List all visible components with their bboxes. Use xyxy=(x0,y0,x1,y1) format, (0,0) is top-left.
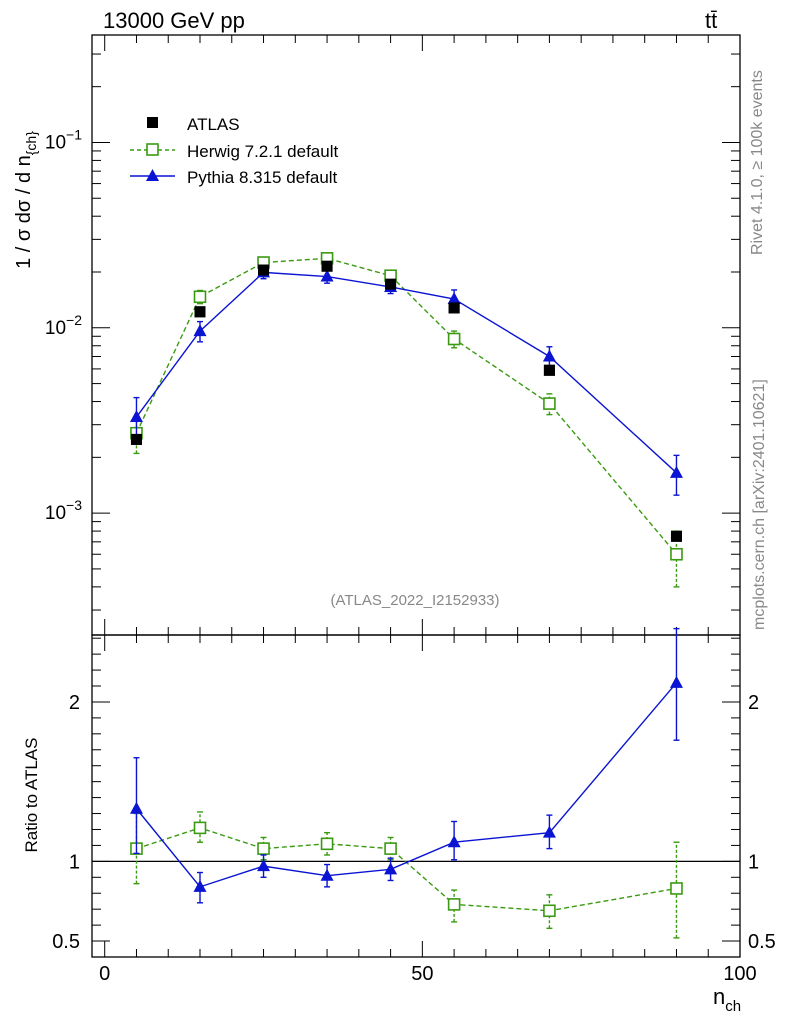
main-atlas-point-top xyxy=(321,260,333,272)
main-herwig-point xyxy=(543,397,556,410)
ratio-pythia-point xyxy=(669,675,683,688)
x-tick-label: 0 xyxy=(99,963,110,985)
main-herwig-point xyxy=(447,332,461,346)
ratio-axis-ticks: 2 2 1 1 0.5 0.5 0 50 100 xyxy=(52,635,776,985)
ratio-y-tick-label-left: 0.5 xyxy=(52,931,80,953)
main-pythia-point xyxy=(542,349,556,362)
main-pythia-line xyxy=(135,271,677,474)
main-atlas-point-top xyxy=(130,433,142,445)
legend: ATLAS Herwig 7.2.1 default Pythia 8.315 … xyxy=(130,115,338,187)
x-tick-label: 50 xyxy=(411,963,433,985)
ratio-herwig-point xyxy=(193,821,207,835)
ratio-pythia-point xyxy=(129,801,143,814)
ratio-pythia-point xyxy=(384,862,398,875)
ratio-ylabel: Ratio to ATLAS xyxy=(22,738,41,853)
svg-text:1 / σ dσ / d n{ch}: 1 / σ dσ / d n{ch} xyxy=(13,131,39,269)
main-atlas-point-top xyxy=(670,530,682,542)
ratio-herwig-point xyxy=(543,904,556,918)
legend-atlas-label: ATLAS xyxy=(187,115,240,134)
ratio-y-tick-label-left: 2 xyxy=(69,692,80,714)
main-pythia-point xyxy=(129,410,143,423)
main-atlas-point-top xyxy=(194,306,206,318)
ratio-pythia-point xyxy=(542,825,556,838)
rivet-label: Rivet 4.1.0, ≥ 100k events xyxy=(749,70,766,255)
ratio-y-tick-label-left: 1 xyxy=(69,851,80,873)
ratio-panel-frame xyxy=(91,634,741,958)
ratio-herwig-point xyxy=(447,898,461,911)
main-atlas-point-top xyxy=(385,278,397,290)
main-pythia-point xyxy=(320,269,334,282)
ratio-herwig-point xyxy=(384,842,397,855)
legend-herwig-marker xyxy=(146,143,159,156)
main-ylabel: 1 / σ dσ / d n{ch} xyxy=(13,131,39,269)
main-herwig-point xyxy=(193,290,207,304)
analysis-id: (ATLAS_2022_I2152933) xyxy=(330,592,499,609)
process-label: tt̄ xyxy=(705,8,717,33)
ratio-y-tick-label-right: 1 xyxy=(748,851,759,873)
main-pythia-point xyxy=(669,465,683,478)
ratio-herwig-point xyxy=(670,882,683,895)
x-axis-label: nch xyxy=(713,984,741,1015)
main-axis-ticks: 10−1 10−2 10−3 xyxy=(45,35,741,635)
main-y-tick-label: 10−3 xyxy=(45,497,82,524)
energy-label: 13000 GeV pp xyxy=(103,8,245,33)
ratio-y-tick-label-right: 0.5 xyxy=(748,931,776,953)
main-ylabel-sub: {ch} xyxy=(23,131,39,155)
main-atlas-point-top xyxy=(448,302,460,314)
source-label: mcplots.cern.ch [arXiv:2401.10621] xyxy=(751,379,768,630)
ratio-pythia-point xyxy=(320,868,334,881)
ratio-herwig-line xyxy=(136,827,677,912)
ratio-pythia-point xyxy=(193,879,207,892)
main-y-tick-label: 10−1 xyxy=(45,126,82,153)
x-axis-label-sub: ch xyxy=(725,998,741,1015)
legend-atlas-marker xyxy=(147,117,158,128)
main-plot-area xyxy=(129,252,683,588)
legend-herwig-label: Herwig 7.2.1 default xyxy=(187,142,338,161)
main-y-tick-label: 10−2 xyxy=(45,312,82,339)
ratio-pythia-line xyxy=(135,682,678,888)
x-axis-label-text: n xyxy=(713,984,725,1009)
ratio-pythia-point xyxy=(257,859,271,872)
x-tick-label: 100 xyxy=(723,963,756,985)
main-pythia-point xyxy=(193,324,207,337)
ratio-pythia-point xyxy=(447,835,461,848)
ratio-y-tick-label-right: 2 xyxy=(748,692,759,714)
ratio-plot-area xyxy=(129,627,683,939)
main-atlas-point-top xyxy=(543,364,555,376)
main-atlas-point-top xyxy=(258,264,270,276)
legend-pythia-label: Pythia 8.315 default xyxy=(187,168,338,187)
legend-pythia-marker xyxy=(146,169,159,181)
main-herwig-point xyxy=(670,547,683,561)
main-pythia-point xyxy=(447,292,461,305)
main-ylabel-text: 1 / σ dσ / d n xyxy=(13,155,35,269)
main-herwig-line xyxy=(135,257,678,555)
ratio-herwig-point xyxy=(320,837,334,851)
ratio-herwig-point xyxy=(257,842,270,855)
